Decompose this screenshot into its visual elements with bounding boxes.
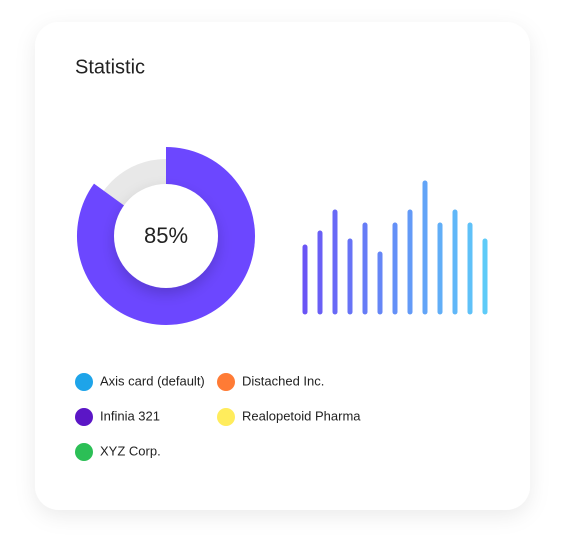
legend-label: Realopetoid Pharma bbox=[242, 408, 361, 423]
legend-label: Infinia 321 bbox=[100, 408, 160, 423]
card bbox=[35, 22, 530, 510]
card-title: Statistic bbox=[75, 56, 145, 78]
legend-dot bbox=[217, 408, 235, 426]
legend-dot bbox=[75, 443, 93, 461]
legend-dot bbox=[217, 373, 235, 391]
legend-label: XYZ Corp. bbox=[100, 443, 161, 458]
legend-label: Axis card (default) bbox=[100, 373, 205, 388]
legend-dot bbox=[75, 408, 93, 426]
donut-segment bbox=[77, 147, 255, 325]
legend-dot bbox=[75, 373, 93, 391]
donut-value-label: 85% bbox=[144, 223, 188, 248]
legend-label: Distached Inc. bbox=[242, 373, 324, 388]
donut-center bbox=[114, 184, 218, 288]
